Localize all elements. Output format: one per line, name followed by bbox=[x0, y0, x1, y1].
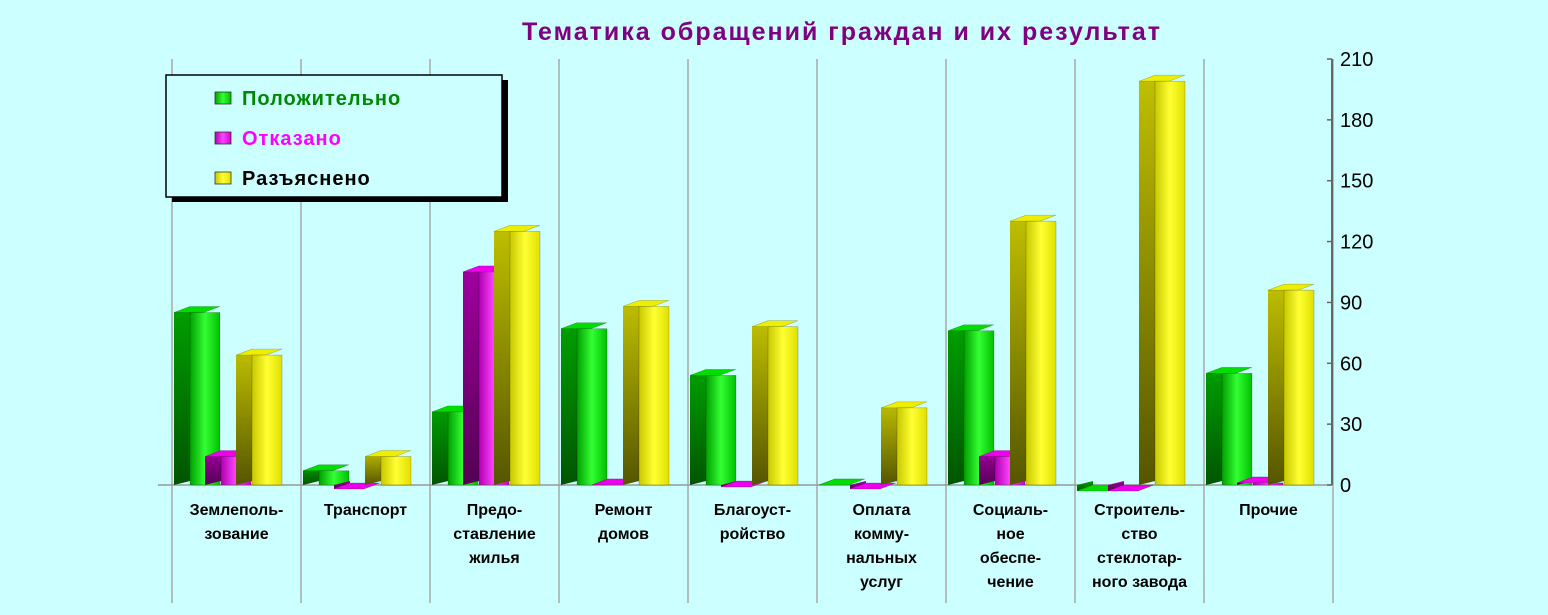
y-tick-label: 30 bbox=[1340, 414, 1362, 436]
bar-positive bbox=[302, 464, 350, 486]
category-label: Землеполь-зование bbox=[190, 502, 284, 543]
bar-explained bbox=[880, 401, 928, 486]
y-tick-label: 180 bbox=[1340, 110, 1373, 132]
bar-explained bbox=[1009, 214, 1057, 486]
category-label: Предо-ставление жилья bbox=[453, 502, 536, 567]
chart-title: Тематика обращений граждан и их результа… bbox=[522, 18, 1162, 46]
bar-explained bbox=[622, 300, 670, 486]
legend-swatch bbox=[214, 171, 232, 185]
y-tick-label: 120 bbox=[1340, 232, 1373, 254]
bar-explained bbox=[1267, 283, 1315, 486]
bar-positive bbox=[560, 322, 608, 486]
category-label: Транспорт bbox=[324, 502, 407, 519]
category-labels: Землеполь-зование Транспорт Предо-ставлени… bbox=[190, 502, 1298, 591]
y-tick-label: 90 bbox=[1340, 292, 1362, 314]
bar-explained bbox=[493, 225, 541, 486]
y-tick-label: 0 bbox=[1340, 475, 1351, 497]
y-tick-label: 60 bbox=[1340, 353, 1362, 375]
y-axis: 0 30 60 90 120 150 180 210 bbox=[1327, 49, 1373, 497]
bar-explained bbox=[235, 348, 283, 486]
legend-item: Отказано bbox=[214, 128, 342, 150]
bar-positive bbox=[947, 324, 995, 486]
bar-refused bbox=[849, 481, 897, 490]
bar-explained bbox=[1138, 74, 1186, 486]
bar-explained bbox=[364, 450, 412, 486]
bar-positive bbox=[818, 478, 866, 486]
bar-positive bbox=[689, 369, 737, 486]
category-label: Благоуст-ройство bbox=[714, 502, 791, 543]
legend-item: Положительно bbox=[214, 88, 401, 110]
category-label: Оплата комму-нальных услуг bbox=[846, 502, 917, 591]
bar-positive bbox=[1205, 367, 1253, 486]
y-tick-label: 210 bbox=[1340, 49, 1373, 71]
category-label: Социаль-ное обеспе-чение bbox=[973, 502, 1048, 591]
legend-label: Отказано bbox=[242, 128, 342, 150]
bar-explained bbox=[751, 320, 799, 486]
legend-swatch bbox=[214, 91, 232, 105]
legend-item: Разъяснено bbox=[214, 168, 371, 190]
category-label: Прочие bbox=[1239, 502, 1298, 519]
bar-refused bbox=[1107, 481, 1155, 492]
category-label: Строитель-ство стеклотар-ного завода bbox=[1092, 502, 1187, 591]
y-tick-label: 150 bbox=[1340, 171, 1373, 193]
bar-refused bbox=[333, 481, 381, 490]
legend-label: Разъяснено bbox=[242, 168, 371, 190]
legend-swatch bbox=[214, 131, 232, 145]
bars bbox=[173, 74, 1315, 492]
legend-label: Положительно bbox=[242, 88, 401, 110]
category-label: Ремонт домов bbox=[595, 502, 653, 543]
legend: Положительно Отказано Разъяснено bbox=[165, 74, 508, 202]
